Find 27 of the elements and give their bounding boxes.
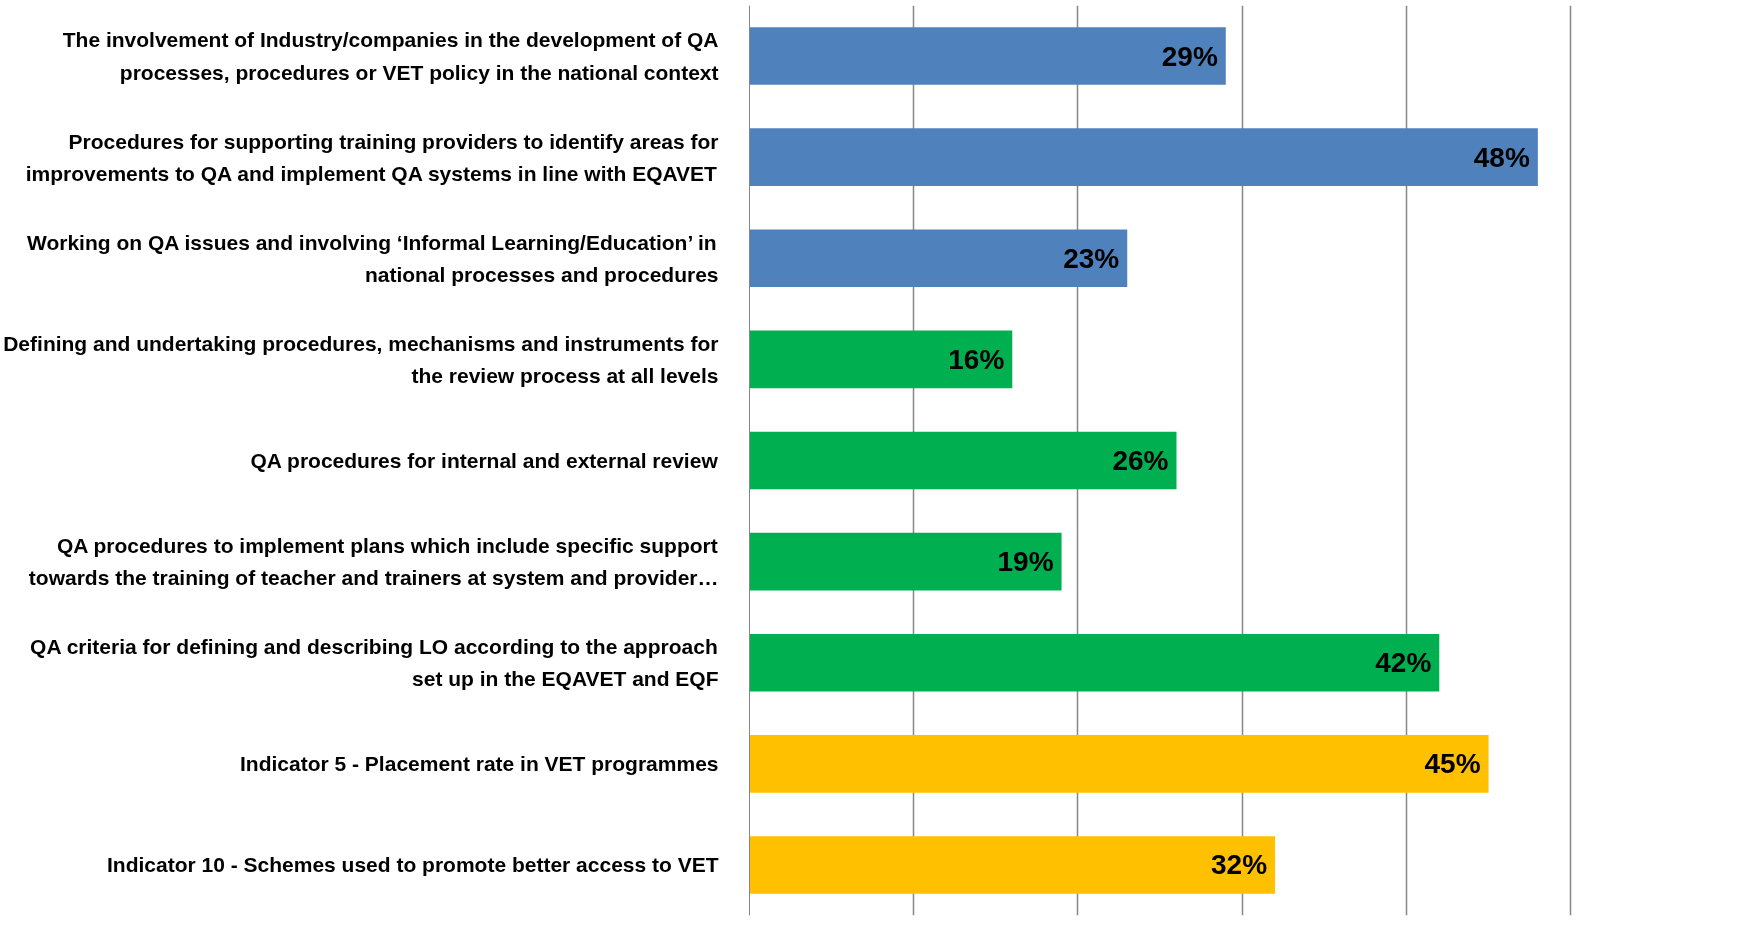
y-tick-label: Indicator 5 - Placement rate in VET programmes (240, 752, 719, 776)
bar (749, 330, 1013, 389)
y-tick-label: Indicator 10 - Schemes used to promote better access to VET (106, 853, 719, 877)
data-label: 16% (948, 343, 1005, 375)
bar (749, 229, 1128, 288)
y-tick-label: The involvement of Industry/companies in the development of QA processes, procedures or VET policy in the national context (62, 28, 719, 84)
y-tick-label: QA procedures for internal and external review (250, 449, 719, 472)
data-label: 23% (1063, 242, 1120, 274)
bar (749, 532, 1062, 591)
y-tick-label: QA procedures to implement plans which include specific support towards the training of teacher and trainers at system and provider… (28, 534, 719, 590)
data-label: 29% (1161, 40, 1218, 72)
data-label: 26% (1112, 445, 1169, 476)
bar (749, 431, 1177, 490)
bar (749, 836, 1276, 894)
bar (749, 128, 1538, 186)
data-label: 48% (1473, 141, 1530, 173)
data-label: 45% (1424, 748, 1481, 780)
y-tick-label: Working on QA issues and involving ‘Informal Learning/Education’ in national processes and procedures (26, 230, 719, 286)
bar (749, 735, 1489, 793)
bar (749, 633, 1440, 692)
y-tick-label: Procedures for supporting training providers to identify areas for improvements to QA and implement QA systems in line with EQAVET (25, 129, 719, 185)
bar (749, 27, 1226, 85)
y-tick-label: QA criteria for defining and describing LO according to the approach set up in the EQAVET and EQF (30, 635, 719, 691)
data-label: 19% (997, 546, 1054, 578)
data-label: 32% (1211, 849, 1268, 881)
data-label: 42% (1375, 647, 1432, 679)
y-tick-label: Defining and undertaking procedures, mechanisms and instruments for the review process at all levels (3, 331, 719, 387)
